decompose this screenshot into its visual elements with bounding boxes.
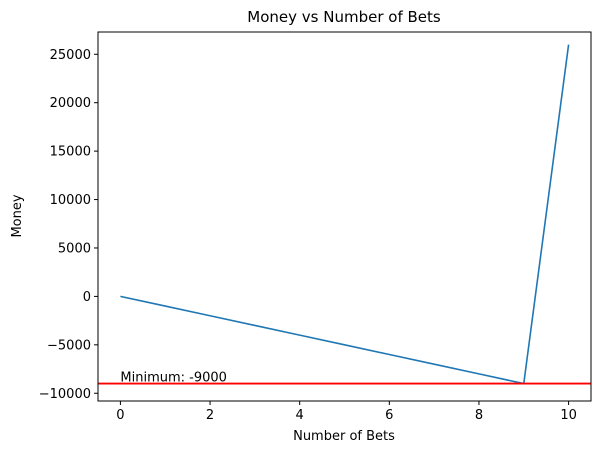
y-tick-label: 10000 <box>50 193 91 208</box>
x-axis-label: Number of Bets <box>293 429 395 444</box>
x-tick-label: 8 <box>475 408 483 423</box>
y-tick-label: 20000 <box>50 96 91 111</box>
x-axis: 0 2 4 6 8 10 <box>116 401 577 423</box>
plot-frame <box>97 31 592 402</box>
x-tick-label: 4 <box>296 408 304 423</box>
series-line <box>120 44 570 385</box>
y-tick-label: −5000 <box>47 338 91 353</box>
x-tick-label: 0 <box>116 408 124 423</box>
y-tick-label: 15000 <box>50 145 91 160</box>
minimum-label: Minimum: -9000 <box>120 371 227 386</box>
y-tick-label: −10000 <box>39 387 91 402</box>
y-axis: −10000 −5000 0 5000 10000 15000 20000 25000 <box>39 48 98 402</box>
x-tick-label: 6 <box>385 408 393 423</box>
y-tick-label: 25000 <box>50 48 91 63</box>
x-tick-label: 2 <box>206 408 214 423</box>
x-tick-label: 10 <box>560 408 577 423</box>
y-axis-label: Money <box>10 194 25 237</box>
plot-area: Minimum: -9000 <box>98 44 591 386</box>
y-tick-label: 5000 <box>58 241 91 256</box>
y-tick-label: 0 <box>83 290 91 305</box>
chart-title: Money vs Number of Bets <box>247 8 441 26</box>
